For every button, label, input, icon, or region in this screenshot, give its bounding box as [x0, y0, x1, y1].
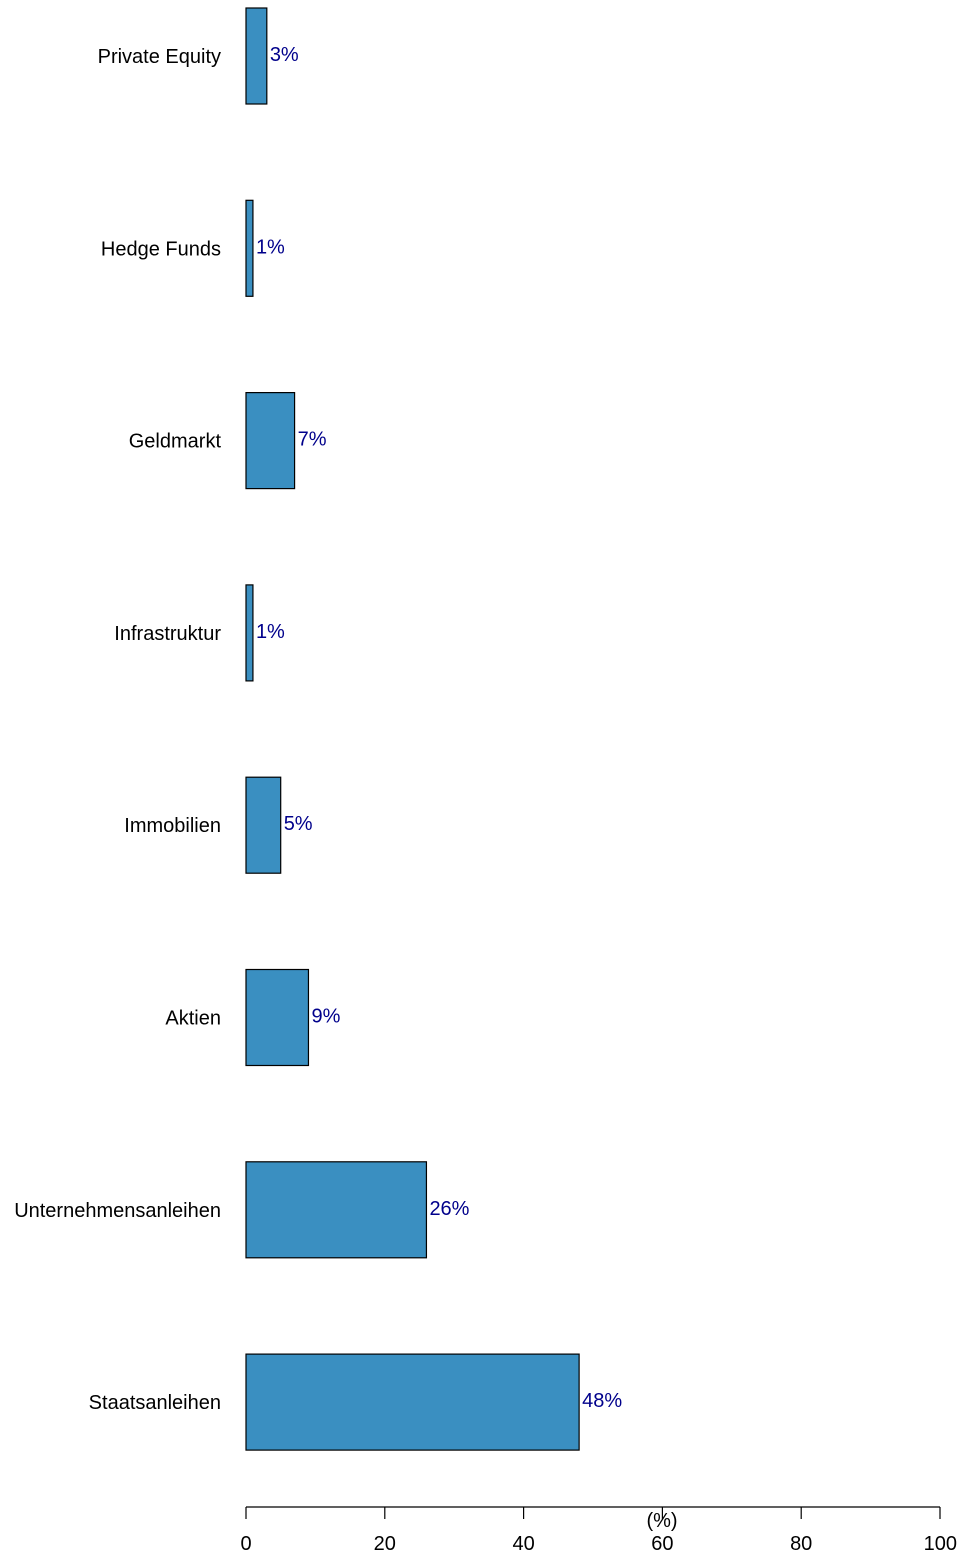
category-label: Unternehmensanleihen	[14, 1200, 221, 1222]
category-labels: Private Equity Hedge Funds Geldmarkt Infras…	[14, 46, 221, 1414]
category-label: Immobilien	[124, 815, 221, 837]
value-label: 7%	[298, 429, 327, 451]
value-label: 26%	[429, 1198, 469, 1220]
bar	[245, 584, 254, 682]
category-label: Hedge Funds	[101, 238, 221, 260]
x-axis: 0 20 40 60 80 100	[240, 1506, 957, 1555]
category-label: Private Equity	[98, 46, 221, 68]
bar	[245, 1353, 580, 1451]
category-label: Staatsanleihen	[89, 1392, 221, 1414]
bar	[245, 968, 310, 1067]
category-label: Infrastruktur	[114, 623, 221, 645]
x-tick-label: 0	[240, 1533, 251, 1555]
bar	[245, 199, 254, 297]
value-label: 3%	[270, 44, 299, 66]
value-label: 1%	[256, 236, 285, 258]
value-label: 9%	[311, 1006, 340, 1028]
x-tick-label: 80	[790, 1533, 812, 1555]
value-label: 48%	[582, 1390, 622, 1412]
value-labels: 3% 1% 7% 1% 5% 9% 26% 48%	[256, 44, 622, 1412]
x-tick-label: 100	[924, 1533, 957, 1555]
value-label: 5%	[284, 813, 313, 835]
category-label: Aktien	[165, 1008, 221, 1030]
bar	[245, 776, 282, 874]
x-axis-title: (%)	[646, 1510, 677, 1532]
bars-group	[245, 7, 580, 1451]
bar	[245, 1161, 428, 1259]
x-tick-label: 40	[512, 1533, 534, 1555]
category-label: Geldmarkt	[129, 431, 222, 453]
bar	[245, 392, 296, 490]
value-label: 1%	[256, 621, 285, 643]
x-tick-label: 20	[374, 1533, 396, 1555]
x-tick-label: 60	[651, 1533, 673, 1555]
bar	[245, 7, 268, 105]
